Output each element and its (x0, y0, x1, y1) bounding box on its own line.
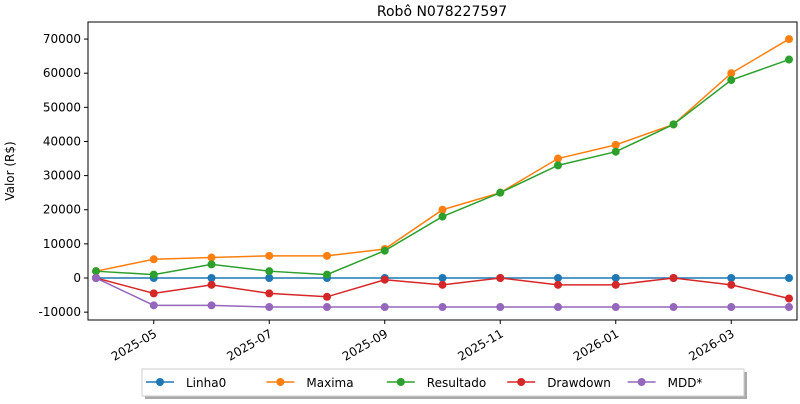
legend-label: Drawdown (547, 376, 611, 390)
x-tick-label: 2025-07 (224, 326, 274, 363)
chart-title: Robô N078227597 (377, 4, 507, 20)
y-tick-label: 50000 (43, 100, 81, 114)
data-point (323, 251, 331, 260)
data-point (785, 55, 793, 64)
data-point (438, 212, 447, 221)
data-point (554, 274, 562, 283)
data-point (207, 253, 216, 262)
data-point (438, 274, 447, 283)
data-point (554, 161, 562, 170)
legend-label: MDD* (668, 376, 703, 390)
y-tick-label: 40000 (43, 134, 81, 148)
y-tick-label: 30000 (43, 169, 81, 183)
y-tick-label: 0 (73, 271, 81, 285)
legend: Linha0 Maxima Resultado Drawdown MDD* (141, 368, 747, 399)
data-point (785, 274, 793, 283)
legend-marker (517, 378, 526, 386)
data-point (554, 154, 562, 163)
axes-frame (87, 21, 798, 321)
x-tick-label: 2026-01 (571, 326, 621, 363)
data-point (785, 35, 793, 44)
legend-label: Resultado (427, 376, 486, 390)
data-point (727, 69, 736, 78)
data-point (611, 140, 620, 149)
data-point (496, 188, 505, 197)
x-tick-label: 2026-03 (686, 326, 736, 363)
data-point (265, 303, 274, 312)
data-point (207, 280, 216, 289)
data-point (438, 205, 447, 214)
data-point (380, 303, 389, 312)
data-point (669, 120, 678, 129)
data-point (323, 270, 331, 279)
plot-area (92, 35, 793, 312)
data-point (611, 274, 620, 283)
data-point (265, 251, 274, 260)
legend-label: Maxima (306, 376, 353, 390)
data-point (669, 303, 678, 312)
data-point (265, 289, 274, 298)
data-point (380, 246, 389, 255)
legend-marker (276, 378, 285, 386)
data-point (149, 289, 158, 298)
data-point (323, 292, 331, 301)
data-point (611, 147, 620, 156)
y-axis-label: Valor (R$) (3, 141, 17, 200)
y-tick-label: 10000 (43, 237, 81, 251)
data-point (438, 280, 447, 289)
data-point (207, 301, 216, 310)
data-point (207, 274, 216, 283)
y-tick-label: 60000 (43, 66, 81, 80)
data-point (149, 270, 158, 279)
data-point (669, 274, 678, 283)
y-tick-label: 20000 (43, 203, 81, 217)
legend-label: Linha0 (186, 376, 226, 390)
data-point (554, 280, 562, 289)
data-point (727, 303, 736, 312)
data-point (438, 303, 447, 312)
y-tick-label: -10000 (38, 305, 81, 319)
data-point (265, 274, 274, 283)
data-point (149, 301, 158, 310)
data-point (611, 280, 620, 289)
data-point (149, 255, 158, 264)
data-point (207, 260, 216, 269)
x-tick-label: 2025-11 (455, 326, 505, 363)
data-point (727, 274, 736, 283)
data-point (611, 303, 620, 312)
data-point (380, 275, 389, 284)
y-tick-label: 70000 (43, 32, 81, 46)
data-point (92, 274, 100, 283)
data-point (785, 303, 793, 312)
data-point (92, 267, 100, 276)
data-point (785, 294, 793, 303)
series-line (95, 38, 790, 272)
data-point (727, 280, 736, 289)
series-line (95, 58, 790, 276)
data-point (496, 274, 505, 283)
data-point (496, 303, 505, 312)
x-tick-label: 2025-09 (340, 326, 390, 363)
legend-marker (156, 378, 164, 386)
data-point (554, 303, 562, 312)
legend-marker (396, 378, 405, 386)
data-point (323, 303, 331, 312)
data-point (265, 267, 274, 276)
legend-marker (637, 378, 646, 386)
x-tick-label: 2025-05 (109, 326, 159, 363)
data-point (727, 76, 736, 85)
